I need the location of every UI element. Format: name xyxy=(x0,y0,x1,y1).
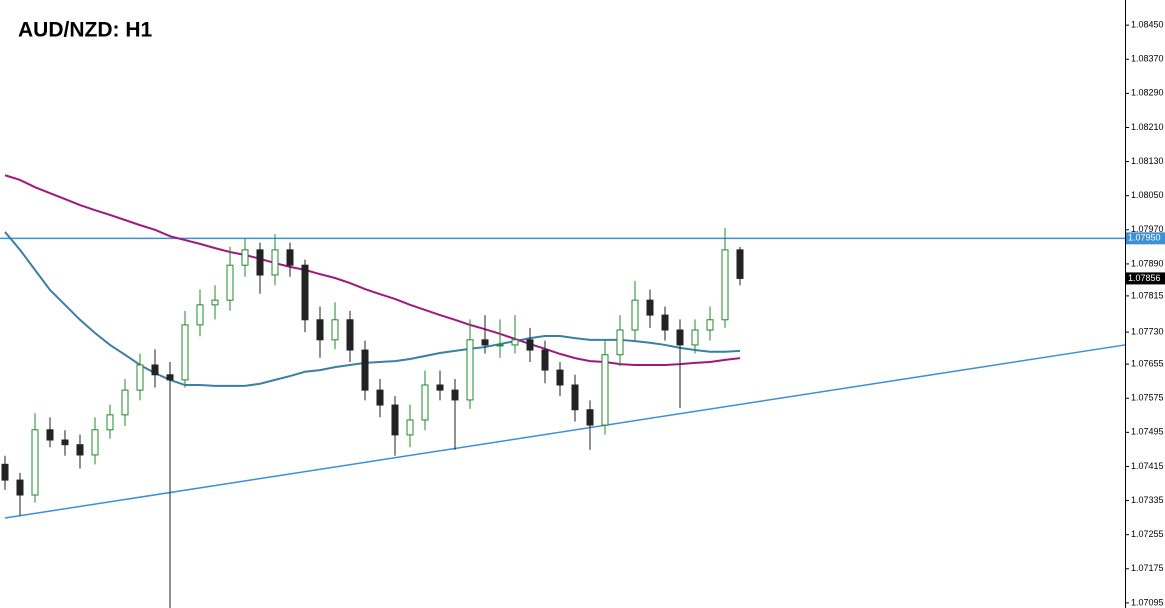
y-tick-label: 1.07175 xyxy=(1131,563,1164,573)
price-label-box xyxy=(1126,232,1165,245)
candle-body xyxy=(481,339,489,346)
candle-body xyxy=(46,429,54,441)
y-tick-label: 1.08050 xyxy=(1131,190,1164,200)
candle-body xyxy=(256,249,264,276)
trendline xyxy=(4,344,1126,519)
candle-body xyxy=(526,339,534,351)
candle-body xyxy=(466,339,474,401)
chart-title: AUD/NZD: H1 xyxy=(18,19,152,42)
candle-body xyxy=(151,364,159,376)
candle-body xyxy=(316,319,324,341)
candle-body xyxy=(136,364,144,391)
candle-body xyxy=(1,463,9,481)
candle-body xyxy=(406,419,414,436)
candle-body xyxy=(556,369,564,386)
y-tick-label: 1.07730 xyxy=(1131,327,1164,337)
candle-body xyxy=(571,384,579,411)
candle-body xyxy=(181,324,189,381)
candle-body xyxy=(496,344,504,347)
candle-body xyxy=(586,409,594,426)
candle-body xyxy=(211,299,219,306)
candle-body xyxy=(706,319,714,331)
candle-body xyxy=(346,319,354,351)
candle-body xyxy=(76,444,84,456)
y-tick-label: 1.07415 xyxy=(1131,461,1164,471)
candle-body xyxy=(661,314,669,331)
candle-body xyxy=(601,354,609,426)
y-tick-label: 1.07255 xyxy=(1131,529,1164,539)
price-label: 1.07950 xyxy=(1128,233,1161,243)
candle-body xyxy=(271,249,279,276)
candle-body xyxy=(616,329,624,356)
candle-body xyxy=(736,249,744,279)
candle-body xyxy=(646,299,654,316)
candle-body xyxy=(106,414,114,431)
candle-body xyxy=(391,404,399,436)
price-label: 1.07856 xyxy=(1128,273,1161,283)
candle-body xyxy=(91,429,99,456)
candle-body xyxy=(676,329,684,346)
y-tick-label: 1.08290 xyxy=(1131,88,1164,98)
candle-body xyxy=(241,249,249,266)
candle-body xyxy=(301,264,309,321)
candle-body xyxy=(226,264,234,301)
candle-body xyxy=(331,319,339,341)
candle-body xyxy=(721,249,729,321)
y-tick-label: 1.07890 xyxy=(1131,258,1164,268)
moving-average xyxy=(4,231,741,387)
candle-body xyxy=(286,249,294,266)
candle-body xyxy=(376,389,384,406)
y-tick-label: 1.07575 xyxy=(1131,393,1164,403)
candle-body xyxy=(436,384,444,391)
price-label-box xyxy=(1126,272,1165,285)
y-tick-label: 1.07335 xyxy=(1131,495,1164,505)
candle-body xyxy=(121,389,129,416)
moving-average xyxy=(4,174,741,366)
candle-body xyxy=(451,389,459,401)
candle-body xyxy=(31,429,39,496)
y-tick-label: 1.07970 xyxy=(1131,224,1164,234)
y-tick-label: 1.08370 xyxy=(1131,54,1164,64)
candle-body xyxy=(16,479,24,496)
candle-body xyxy=(421,384,429,421)
y-tick-label: 1.08450 xyxy=(1131,20,1164,30)
candle-body xyxy=(196,304,204,326)
y-tick-label: 1.07815 xyxy=(1131,290,1164,300)
candle-body xyxy=(166,374,174,381)
candle-body xyxy=(541,349,549,371)
y-tick-label: 1.07495 xyxy=(1131,427,1164,437)
y-tick-label: 1.08210 xyxy=(1131,122,1164,132)
y-tick-label: 1.07095 xyxy=(1131,597,1164,607)
candle-body xyxy=(631,299,639,331)
candle-body xyxy=(511,339,519,346)
candle-body xyxy=(691,329,699,346)
candle-body xyxy=(361,349,369,391)
y-tick-label: 1.08130 xyxy=(1131,156,1164,166)
candle-body xyxy=(61,439,69,446)
y-tick-label: 1.07655 xyxy=(1131,358,1164,368)
